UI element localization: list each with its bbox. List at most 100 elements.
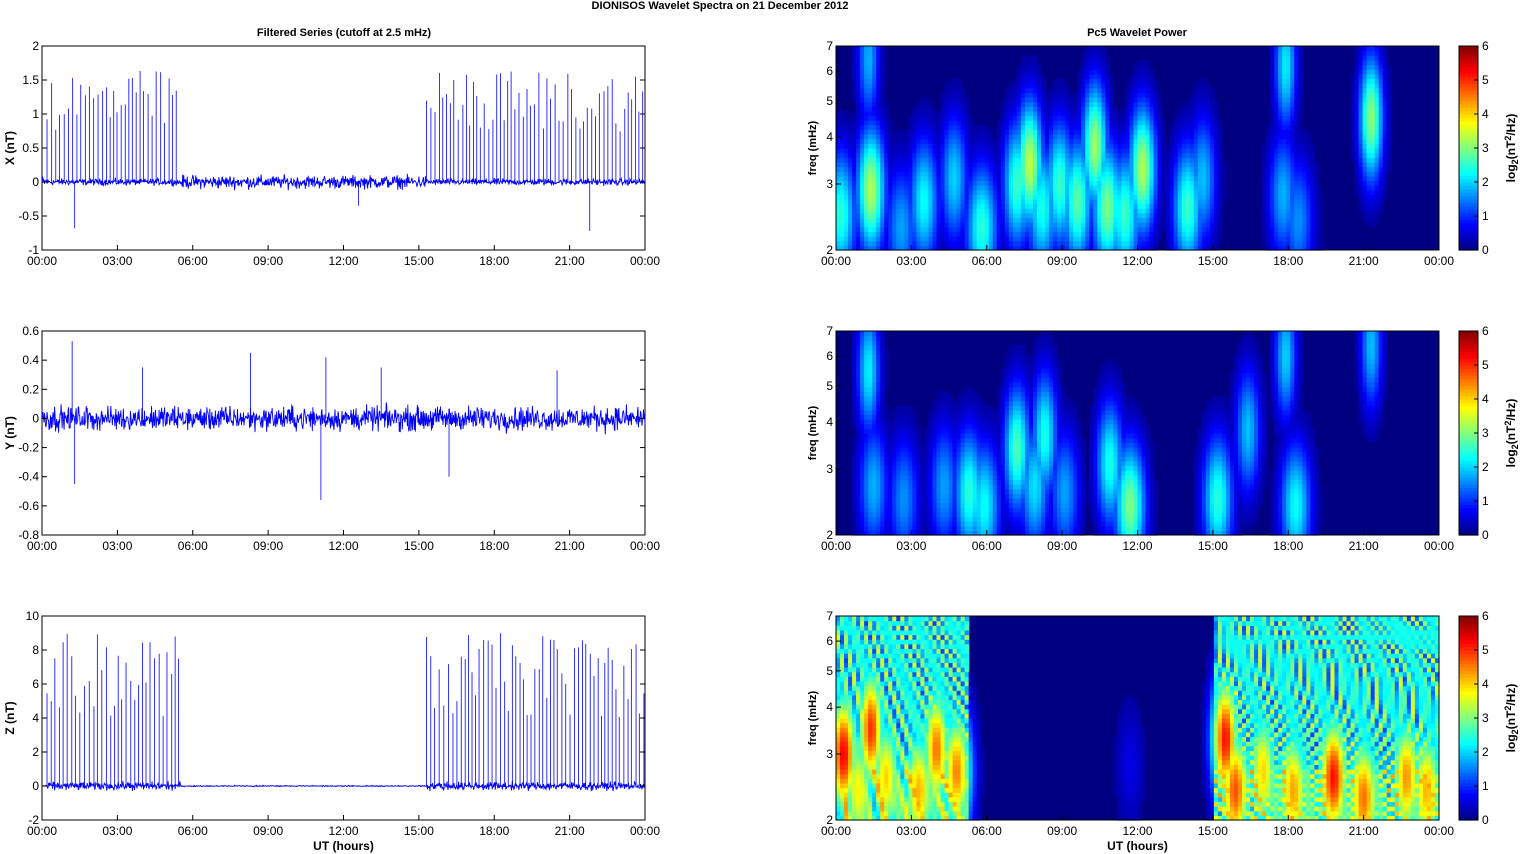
heatmap-cell (1153, 83, 1159, 89)
heatmap-cell (1077, 152, 1082, 158)
heatmap-cell (952, 166, 958, 172)
heatmap-cell (1157, 129, 1163, 135)
heatmap-cell (1201, 194, 1207, 200)
heatmap-cell (912, 217, 917, 223)
heatmap-cell (1133, 152, 1139, 158)
heatmap-cell (1065, 231, 1070, 237)
heatmap-cell (864, 171, 869, 177)
heatmap-cell (1197, 115, 1203, 121)
heatmap-cell (860, 479, 865, 485)
heatmap-cell (1097, 171, 1102, 177)
heatmap-cell (880, 55, 885, 61)
heatmap-cell (876, 157, 881, 163)
heatmap-cell (872, 409, 877, 416)
heatmap-cell (1358, 134, 1364, 140)
heatmap-cell (860, 110, 865, 117)
heatmap-cell (880, 194, 885, 200)
heatmap-cell (1205, 199, 1211, 205)
heatmap-cell (1137, 222, 1143, 228)
heatmap-cell (1008, 240, 1014, 246)
line-xtick-label: 18:00 (479, 254, 509, 268)
heatmap-cell (892, 189, 897, 195)
heatmap-cell (948, 129, 954, 135)
heatmap-cell (860, 446, 865, 453)
heatmap-cell (1266, 143, 1271, 149)
heatmap-cell (872, 456, 877, 462)
heatmap-cell (1109, 97, 1114, 103)
heatmap-cell (1004, 203, 1010, 209)
heatmap-cell (952, 231, 958, 237)
heatmap-cell (1069, 129, 1074, 135)
heatmap-cell (1121, 236, 1127, 242)
heatmap-cell (1306, 138, 1311, 144)
heatmap-cell (1193, 240, 1199, 246)
heatmap-cell (1145, 245, 1151, 251)
heatmap-cell (1354, 171, 1360, 177)
heatmap-cell (1069, 231, 1074, 237)
heatmap-cell (1290, 240, 1295, 246)
heatmap-cell (860, 414, 865, 420)
heatmap-cell (1105, 69, 1110, 75)
heatmap-cell (1302, 199, 1307, 205)
heatmap-cell (1221, 194, 1227, 200)
heatmap-cell (1024, 217, 1030, 223)
heatmap-cell (1012, 208, 1018, 214)
heatmap-cell (864, 493, 869, 499)
heatmap-cell (1266, 189, 1271, 195)
heatmap-cell (1028, 87, 1034, 93)
heatmap-cell (1169, 185, 1175, 191)
heatmap-cell (1041, 83, 1046, 89)
heatmap-cell (996, 129, 1002, 135)
heatmap-cell (1012, 110, 1018, 117)
heatmap-cell (1306, 171, 1311, 177)
colorbar-step (1459, 175, 1478, 180)
heatmap-cell (1049, 138, 1054, 144)
heatmap-cell (1037, 101, 1042, 107)
heatmap-cell (1004, 185, 1010, 191)
heatmap-cell (1125, 97, 1131, 103)
heatmap-cell (1117, 212, 1123, 219)
heatmap-cell (1016, 245, 1022, 251)
heatmap-cell (880, 456, 885, 462)
heatmap-cell (1145, 92, 1151, 98)
heatmap-cell (872, 180, 877, 186)
heatmap-cell (948, 106, 954, 112)
heatmap-cell (1093, 180, 1098, 186)
heatmap-cell (852, 138, 857, 144)
heatmap-cell (1197, 161, 1203, 168)
heatmap-cell (1382, 138, 1388, 144)
heatmap-cell (1089, 115, 1094, 121)
heatmap-cell (1049, 129, 1054, 135)
heatmap-cell (1298, 226, 1303, 233)
heatmap-cell (868, 465, 873, 471)
heatmap-cell (856, 493, 861, 499)
heatmap-cell (956, 212, 962, 219)
heatmap-cell (1354, 157, 1360, 163)
heatmap-cell (1201, 87, 1207, 93)
heatmap-cell (1374, 194, 1380, 200)
colorbar-step (1459, 195, 1478, 200)
heatmap-cell (1057, 92, 1062, 98)
heatmap-cell (1374, 203, 1380, 209)
heatmap-cell (1354, 185, 1360, 191)
heatmap-cell (1294, 55, 1299, 61)
heatmap-cell (968, 222, 974, 228)
heatmap-cell (892, 152, 897, 158)
heatmap-cell (1101, 171, 1106, 177)
heatmap-cell (1286, 106, 1291, 112)
heatmap-cell (1177, 208, 1183, 214)
heatmap-cell (884, 161, 889, 168)
heatmap-cell (1197, 148, 1203, 154)
heatmap-cell (852, 55, 857, 61)
heatmap-cell (1185, 217, 1191, 223)
heatmap-cell (1004, 231, 1010, 237)
heatmap-cell (872, 236, 877, 242)
heatmap-cell (964, 180, 970, 186)
heatmap-cell (1012, 226, 1018, 233)
heatmap-cell (1073, 92, 1078, 98)
heatmap-cell (1370, 152, 1376, 158)
heatmap-cell (1089, 64, 1094, 70)
heatmap-cell (1101, 222, 1106, 228)
heatmap-cell (940, 110, 946, 117)
heatmap-cell (1185, 143, 1191, 149)
